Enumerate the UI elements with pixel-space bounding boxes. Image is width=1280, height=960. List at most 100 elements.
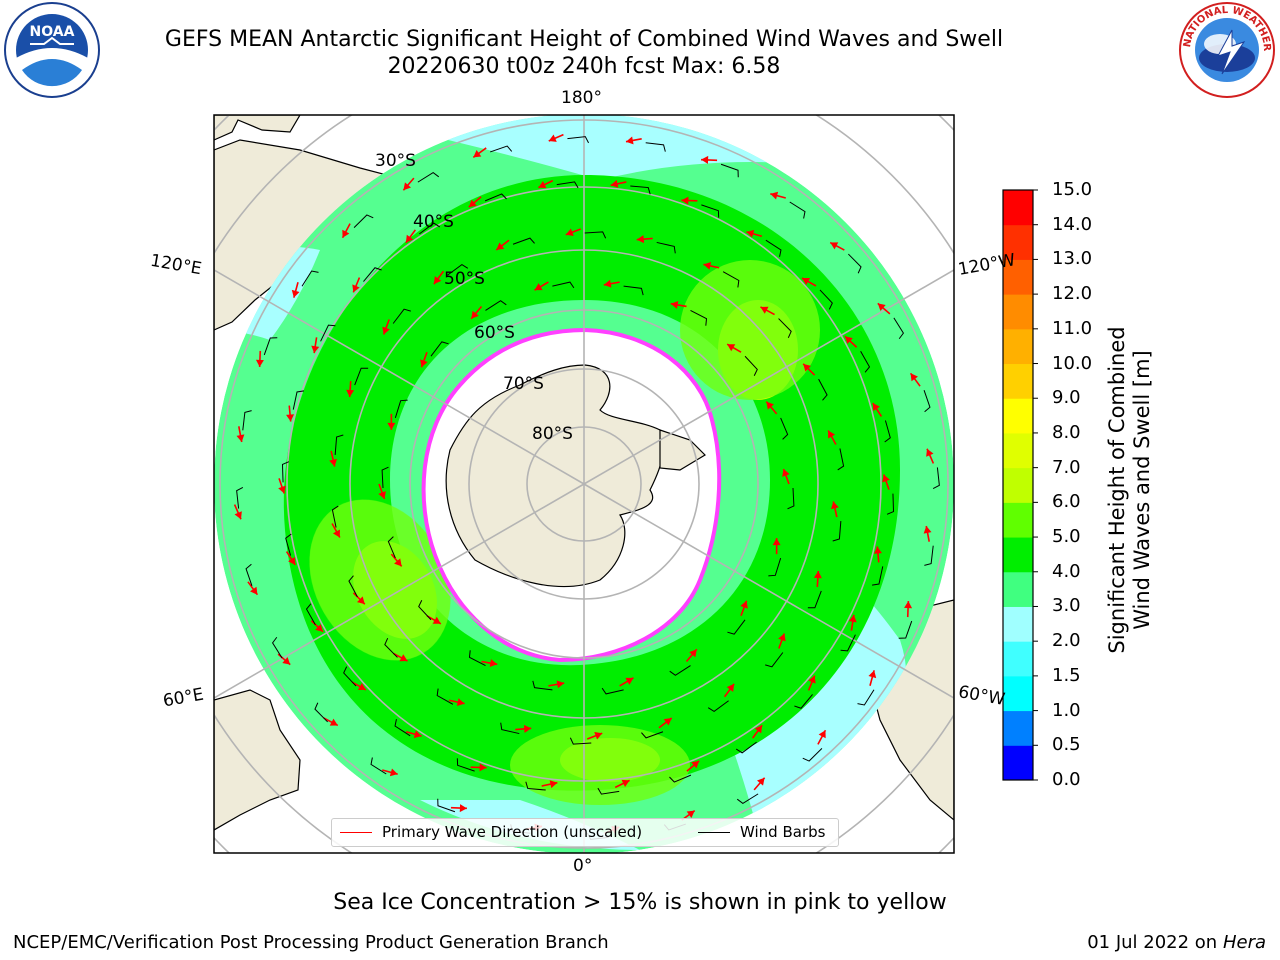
wind-barb: [387, 536, 396, 559]
colorbar-tick-label: 0.0: [1052, 769, 1081, 790]
wind-barb: [727, 619, 746, 635]
wind-barb: [641, 731, 664, 739]
footer-date: 01 Jul 2022 on Hera: [1087, 932, 1266, 953]
wave-arrowhead: [433, 276, 442, 285]
wind-barb: [893, 317, 905, 340]
wind-barb: [556, 181, 579, 189]
wave-arrowhead: [830, 501, 839, 510]
wave-arrowhead: [770, 191, 779, 200]
wind-barb: [768, 557, 782, 577]
wind-barb: [437, 798, 456, 813]
wave-arrowhead: [689, 649, 697, 658]
wave-arrowhead: [382, 326, 390, 335]
graticule: [214, 115, 954, 853]
wind-barb: [669, 774, 692, 783]
wind-barb: [623, 285, 644, 296]
colorbar-swatch: [1003, 675, 1033, 712]
wind-barb: [394, 719, 411, 737]
wave-arrowhead: [844, 336, 853, 344]
colorbar-swatch: [1003, 363, 1033, 399]
lat-label-30s: 30°S: [375, 151, 416, 171]
wave-arrowhead: [926, 448, 934, 457]
wave-arrowhead: [594, 732, 603, 740]
wind-barb: [924, 545, 934, 566]
wave-arrowhead: [479, 763, 487, 772]
wind-barb: [363, 267, 382, 282]
wind-barb: [932, 467, 940, 489]
legend-label-wind-barbs: Wind Barbs: [740, 823, 826, 841]
lat-label-60s: 60°S: [474, 323, 515, 343]
wave-arrowhead: [923, 525, 932, 534]
wave-arrowhead: [250, 586, 258, 595]
wave-arrowhead: [760, 306, 769, 314]
wind-barb: [532, 680, 553, 691]
wind-barb: [236, 487, 244, 509]
wind-barb: [485, 300, 507, 311]
wave-arrowhead: [813, 570, 822, 579]
colorbar-swatch: [1003, 745, 1033, 781]
colorbar-swatch: [1003, 432, 1033, 469]
wave-arrowhead: [636, 235, 645, 244]
wave-arrowhead: [782, 468, 790, 477]
wave-arrowhead: [329, 458, 338, 467]
wave-arrowhead: [456, 698, 465, 707]
wind-barb: [819, 289, 833, 310]
footer-host: Hera: [1222, 932, 1266, 953]
colorbar-tick-label: 5.0: [1052, 526, 1081, 548]
wave-arrowhead: [496, 242, 505, 250]
colorbar-swatch: [1003, 328, 1033, 365]
wave-arrowhead: [357, 596, 365, 605]
colorbar-swatch: [1003, 190, 1033, 226]
wave-arrowhead: [882, 474, 890, 483]
wind-barb: [886, 493, 895, 515]
wind-barb: [271, 636, 283, 659]
colorbar-title-line2: Wind Waves and Swell [m]: [1130, 350, 1154, 630]
wind-barb: [436, 688, 454, 705]
wind-barb: [263, 337, 278, 356]
wave-arrowhead: [534, 283, 543, 291]
colorbar-swatch: [1003, 502, 1033, 538]
wave-arrowhead: [621, 779, 630, 788]
wave-arrowhead: [471, 310, 479, 319]
legend-label-wave-direction: Primary Wave Direction (unscaled): [382, 823, 643, 841]
lon-label-0: 0°: [573, 856, 593, 876]
wind-barb: [645, 142, 666, 152]
legend-swatch-red-line: [340, 831, 372, 833]
wave-arrowhead: [828, 430, 836, 439]
wave-arrowhead: [754, 725, 763, 734]
wave-arrowhead: [489, 659, 498, 668]
wave-arrowhead: [670, 300, 679, 309]
chart-title: GEFS MEAN Antarctic Significant Height o…: [164, 27, 1004, 52]
wave-arrowhead: [625, 136, 634, 145]
wave-arrowhead: [663, 718, 672, 726]
colorbar-tick-label: 2.0: [1052, 630, 1081, 652]
wind-barb: [320, 324, 336, 342]
wind-barb: [690, 310, 708, 326]
wind-barb: [735, 741, 757, 754]
wind-barb: [512, 237, 535, 245]
colorbar-tick-label: 15.0: [1052, 179, 1093, 200]
colorbar-swatch: [1003, 259, 1033, 295]
wind-barb: [630, 185, 651, 195]
wind-barb: [331, 505, 339, 528]
wind-barb: [354, 367, 369, 386]
wind-barb: [923, 390, 931, 413]
colorbar-tick-label: 3.0: [1052, 595, 1081, 617]
lat-label-80s: 80°S: [532, 424, 573, 444]
colorbar-title-line1: Significant Height of Combined: [1105, 326, 1129, 654]
wave-arrowhead: [394, 558, 402, 567]
wind-barb: [353, 214, 374, 229]
wind-barb: [794, 694, 813, 709]
antarctica: [445, 364, 664, 588]
wave-arrowhead: [234, 511, 242, 520]
wind-barb: [394, 399, 408, 419]
colorbar-tick-label: 1.5: [1052, 664, 1081, 686]
wind-barb: [707, 700, 729, 713]
wave-arrowhead: [818, 730, 826, 739]
wind-barb: [701, 204, 720, 218]
wind-barb: [669, 665, 691, 676]
wave-arrowhead: [378, 491, 386, 500]
colorbar-tick-label: 1.0: [1052, 699, 1081, 721]
wave-arrowhead: [352, 284, 360, 293]
wave-arrowhead: [872, 403, 880, 412]
